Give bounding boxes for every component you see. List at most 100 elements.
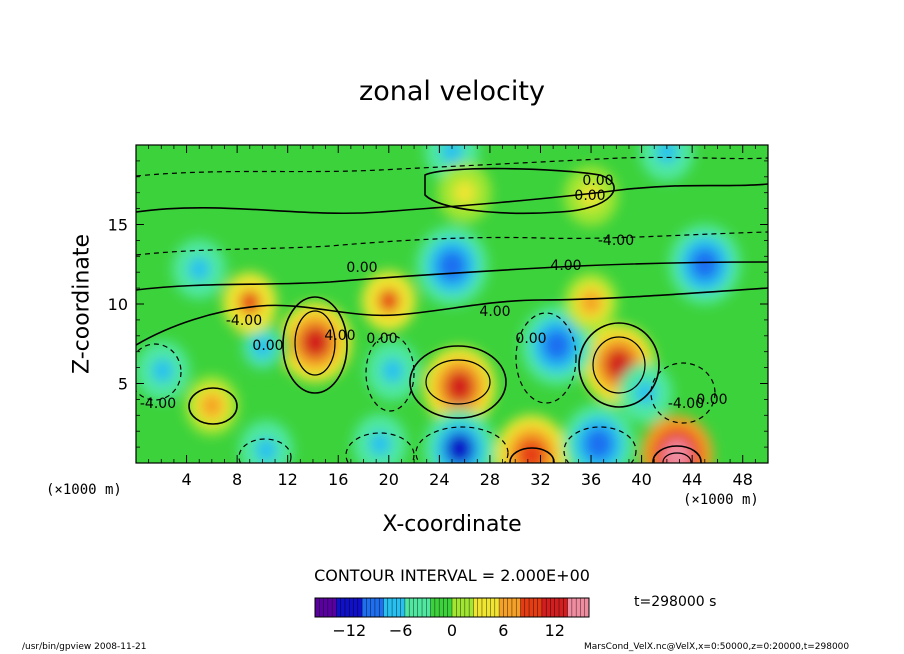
- colorbar-swatch: [340, 598, 346, 617]
- colorbar-swatch: [507, 598, 513, 617]
- contour-line: [238, 438, 292, 463]
- contour-line: [425, 359, 491, 405]
- colorbar-swatch: [554, 598, 560, 617]
- contour-line: [136, 343, 182, 401]
- x-tick-label: 16: [328, 470, 348, 489]
- x-tick-label: 12: [278, 470, 298, 489]
- contour-value-label: -4.00: [668, 396, 704, 412]
- colorbar-swatch: [452, 598, 457, 617]
- colorbar-swatch: [357, 598, 363, 617]
- colorbar-swatch: [477, 598, 483, 617]
- contour-line: [652, 445, 702, 463]
- colorbar-swatch: [464, 598, 470, 617]
- colorbar-swatch: [567, 598, 573, 617]
- colorbar-swatch: [516, 598, 521, 617]
- colorbar-swatch: [319, 598, 324, 617]
- contour-line: [650, 362, 716, 424]
- colorbar-tick-label: 12: [545, 621, 565, 640]
- field-blob: [201, 393, 223, 418]
- colorbar-tick-label: 0: [447, 621, 457, 640]
- field-blob: [656, 145, 678, 164]
- colorbar-swatch: [434, 598, 440, 617]
- contour-line: [409, 345, 507, 419]
- contour-line: [563, 426, 637, 463]
- contour-value-label: 0.00: [252, 338, 283, 354]
- colorbar-swatch: [456, 598, 461, 617]
- contour-value-label: 0.00: [366, 331, 397, 347]
- colorbar-swatch: [327, 598, 333, 617]
- field-blob: [634, 381, 657, 406]
- colorbar-swatch: [383, 598, 389, 617]
- colorbar-swatch: [422, 598, 427, 617]
- colorbar-swatch: [439, 598, 444, 617]
- contour-line: [365, 334, 415, 412]
- contour-line: [515, 312, 577, 404]
- colorbar-swatch: [443, 598, 449, 617]
- colorbar-swatch: [469, 598, 474, 617]
- colorbar-swatch: [400, 598, 406, 617]
- colorbar-swatch: [490, 598, 496, 617]
- x-tick-label: 28: [480, 470, 500, 489]
- x-tick-label: 32: [530, 470, 550, 489]
- contour-value-label: 0.00: [696, 392, 727, 408]
- colorbar-swatch: [486, 598, 491, 617]
- contour-lines: [136, 156, 768, 463]
- x-tick-label: 8: [232, 470, 242, 489]
- colorbar-swatch: [430, 598, 436, 617]
- colorbar-swatch: [396, 598, 402, 617]
- field-blob: [690, 248, 720, 281]
- colorbar-swatch: [503, 598, 509, 617]
- footer-left: /usr/bin/gpview 2008-11-21: [22, 642, 147, 652]
- colorbar-swatch: [563, 598, 568, 617]
- contour-line: [294, 310, 336, 376]
- colorbar: −12 −6 0 6 12: [314, 597, 590, 640]
- colorbar-swatch: [387, 598, 393, 617]
- field-blob: [580, 290, 602, 315]
- contour-line: [415, 426, 509, 463]
- x-tick-label: 4: [181, 470, 191, 489]
- field-blob: [188, 257, 210, 282]
- contour-line: [345, 432, 415, 463]
- y-tick-label: 10: [108, 295, 128, 314]
- x-tick-label: 44: [682, 470, 702, 489]
- field-blob: [238, 290, 261, 315]
- colorbar-swatch: [529, 598, 534, 617]
- x-axis-unit-left: (×1000 m): [46, 482, 122, 498]
- field-blob: [381, 358, 404, 383]
- field-blob: [445, 432, 474, 463]
- field-blob: [584, 427, 614, 460]
- contour-value-label: 4.00: [550, 258, 581, 274]
- contour-line: [509, 447, 555, 463]
- colorbar-swatch: [404, 598, 410, 617]
- contour-line: [136, 261, 768, 291]
- colorbar-swatch: [533, 598, 539, 617]
- field-blob: [251, 334, 274, 359]
- field-blob: [517, 439, 547, 463]
- field-blob: [378, 288, 400, 313]
- field-blob: [437, 249, 467, 282]
- x-axis-label: X-coordinate: [382, 512, 522, 537]
- plot-area: 0.000.00-4.004.000.004.00-4.000.00 0.00 0.…: [135, 144, 769, 464]
- colorbar-swatch: [447, 598, 453, 617]
- contour-line: [662, 452, 692, 463]
- colorbar-frame: [314, 597, 590, 618]
- colorbar-swatch: [494, 598, 500, 617]
- colorbar-swatch: [392, 598, 397, 617]
- field-blob: [255, 438, 277, 463]
- colorbar-swatch: [537, 598, 543, 617]
- contour-value-label: 0.00: [574, 188, 605, 204]
- colorbar-swatch: [409, 598, 414, 617]
- colorbar-swatch: [550, 598, 556, 617]
- y-axis-label: Z-coordinate: [69, 234, 95, 374]
- colorbar-swatch: [580, 598, 586, 617]
- contour-line: [136, 183, 768, 215]
- field-blob: [580, 183, 602, 208]
- colorbar-swatch: [353, 598, 359, 617]
- colorbar-swatch: [559, 598, 564, 617]
- colorbar-swatch: [323, 598, 329, 617]
- colorbar-swatch: [473, 598, 479, 617]
- contour-interval-label: CONTOUR INTERVAL = 2.000E+00: [314, 566, 590, 585]
- y-tick-label: 5: [118, 375, 128, 394]
- contour-value-label: 0.00: [346, 260, 377, 276]
- contour-value-label: -4.00: [598, 233, 634, 249]
